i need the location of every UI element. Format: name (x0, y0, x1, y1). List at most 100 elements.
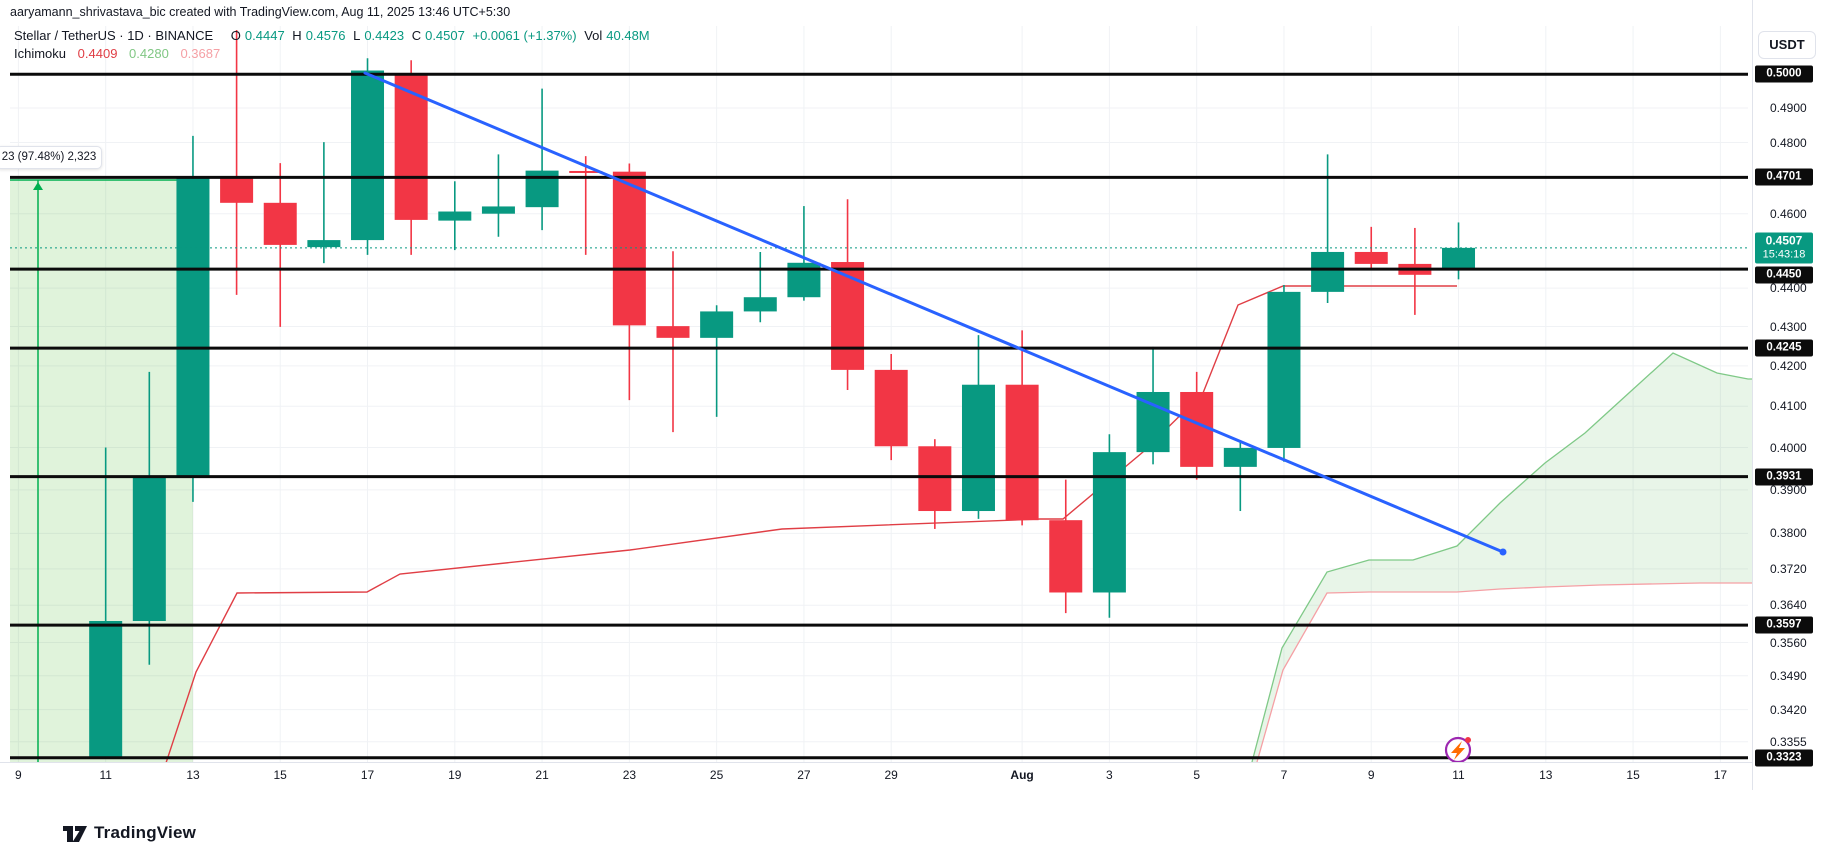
price-axis-label: 0.3560 (1770, 635, 1807, 650)
time-axis-label: 5 (1193, 768, 1201, 782)
candle-body-jul-17[interactable] (351, 70, 385, 241)
time-axis-label: 3 (1106, 768, 1113, 782)
candle-body-jul-22[interactable] (569, 170, 603, 173)
candle-body-jul-31[interactable] (961, 384, 995, 512)
candle-body-jul-12[interactable] (132, 476, 166, 622)
current-price-label: 0.4507 15:43:18 (1755, 232, 1813, 264)
ohlc-close-label: C (411, 28, 422, 43)
price-level-label: 0.4701 (1755, 168, 1813, 186)
volume-value: 40.48M (606, 28, 650, 43)
price-level-label: 0.3323 (1755, 749, 1813, 767)
symbol-title[interactable]: Stellar / TetherUS · 1D · BINANCE (14, 28, 214, 43)
change-value: +0.0061 (+1.37%) (472, 28, 577, 43)
candle-body-aug-9[interactable] (1354, 251, 1388, 264)
ohlc-open-value: 0.4447 (244, 28, 285, 43)
currency-toggle-button[interactable]: USDT (1758, 31, 1816, 59)
ohlc-high-label: H (292, 28, 302, 43)
time-axis-label: 21 (535, 768, 549, 782)
candle-body-jul-16[interactable] (307, 240, 341, 248)
time-axis-label: 13 (1539, 768, 1553, 782)
candle-body-jul-29[interactable] (874, 369, 908, 447)
ohlc-close-value: 0.4507 (425, 28, 465, 43)
candle-body-aug-11[interactable] (1442, 247, 1476, 271)
candle-body-jul-25[interactable] (700, 311, 734, 338)
footer-bar (0, 790, 1825, 849)
time-axis-label: 17 (1713, 768, 1728, 782)
price-axis-label: 0.4200 (1770, 358, 1807, 373)
price-level-label: 0.4450 (1755, 266, 1813, 284)
price-axis-label: 0.4300 (1770, 319, 1807, 334)
candle-body-jul-13[interactable] (176, 177, 210, 477)
price-axis-label: 0.3720 (1770, 561, 1807, 576)
ichimoku-lead-a-value: 0.4280 (129, 46, 169, 61)
time-axis-label: 29 (884, 768, 898, 782)
price-axis-label: 0.4600 (1770, 206, 1807, 221)
time-axis-label: 9 (1367, 768, 1375, 782)
symbol-legend[interactable]: Stellar / TetherUS · 1D · BINANCE O 0.444… (14, 28, 654, 43)
price-axis-label: 0.4800 (1770, 135, 1807, 150)
candle-body-jul-20[interactable] (481, 206, 515, 214)
time-axis-label: 9 (15, 768, 22, 782)
candle-body-jul-15[interactable] (263, 202, 297, 245)
candle-body-jul-11[interactable] (89, 621, 123, 758)
time-axis-label: 7 (1280, 768, 1288, 782)
candle-body-aug-1[interactable] (1005, 384, 1039, 521)
candle-body-jul-19[interactable] (438, 211, 472, 221)
candle-body-aug-7[interactable] (1267, 291, 1301, 448)
notification-dot (1465, 737, 1471, 743)
candlestick-chart-canvas[interactable] (0, 0, 1825, 790)
candle-body-jul-24[interactable] (656, 326, 690, 338)
price-axis-label: 0.3640 (1770, 598, 1807, 613)
candle-body-jul-26[interactable] (743, 297, 777, 312)
indicator-name[interactable]: Ichimoku (14, 46, 67, 61)
trendline-handle[interactable] (1499, 548, 1507, 556)
indicator-legend[interactable]: Ichimoku 0.4409 0.4280 0.3687 (14, 46, 220, 61)
ohlc-low-label: L (353, 28, 361, 43)
ohlc-high-value: 0.4576 (305, 28, 346, 43)
price-axis-label: 0.4000 (1770, 440, 1807, 455)
price-axis[interactable]: 0.4507 15:43:18 0.4900 0.4800 0.4600 0.4400… (1752, 0, 1825, 790)
time-axis-label: 15 (1626, 768, 1640, 782)
price-level-label: 0.3597 (1755, 616, 1813, 634)
time-axis-label: 13 (186, 768, 200, 782)
price-level-label: 0.4245 (1755, 339, 1813, 357)
ichimoku-conversion-value: 0.4409 (77, 46, 118, 61)
candle-body-aug-6[interactable] (1223, 447, 1257, 467)
ichimoku-conversion-line (164, 285, 1457, 767)
watermark-text: aaryamann_shrivastava_bic created with T… (10, 5, 511, 19)
ohlc-open-label: O (230, 28, 241, 43)
lightning-bolt-icon (1451, 741, 1465, 760)
time-axis-label: 17 (360, 768, 375, 782)
time-axis-label: 19 (448, 768, 462, 782)
candle-body-aug-5[interactable] (1180, 391, 1214, 467)
tradingview-logo[interactable]: TradingView (62, 822, 196, 844)
current-price-value: 0.4507 (1765, 233, 1803, 248)
time-axis[interactable]: 9 11 13 15 17 19 21 23 25 27 29 Aug 3 5 7 9 11 13 15 17 (0, 762, 1752, 791)
ichimoku-lead-a-line (1251, 352, 1825, 763)
time-axis-label: 23 (622, 768, 637, 782)
price-axis-label: 0.4100 (1770, 399, 1807, 414)
time-axis-label: 25 (709, 768, 724, 782)
candle-body-aug-8[interactable] (1311, 251, 1345, 292)
trendline[interactable] (363, 71, 1505, 554)
candle-body-jul-28[interactable] (831, 262, 865, 370)
candle-body-jul-30[interactable] (918, 446, 952, 512)
candle-body-aug-2[interactable] (1049, 520, 1083, 593)
price-axis-label: 0.3420 (1770, 702, 1807, 717)
candle-body-jul-23[interactable] (612, 171, 646, 326)
time-axis-label: 27 (797, 768, 811, 782)
ichimoku-lead-b-line (1256, 582, 1825, 763)
tradingview-logo-text: TradingView (94, 823, 197, 842)
price-axis-label: 0.3355 (1770, 734, 1807, 749)
candle-body-aug-3[interactable] (1092, 452, 1126, 593)
ichimoku-cloud (1252, 353, 1825, 762)
time-axis-label: 11 (99, 768, 112, 782)
measure-tool-label[interactable]: 23 (97.48%) 2,323 (0, 146, 102, 169)
candle-body-jul-14[interactable] (220, 177, 254, 203)
candle-body-aug-4[interactable] (1136, 391, 1170, 453)
price-level-label: 0.5000 (1755, 65, 1813, 83)
ohlc-low-value: 0.4423 (364, 28, 405, 43)
price-axis-label: 0.3800 (1770, 526, 1807, 541)
bar-countdown: 15:43:18 (1762, 248, 1806, 261)
